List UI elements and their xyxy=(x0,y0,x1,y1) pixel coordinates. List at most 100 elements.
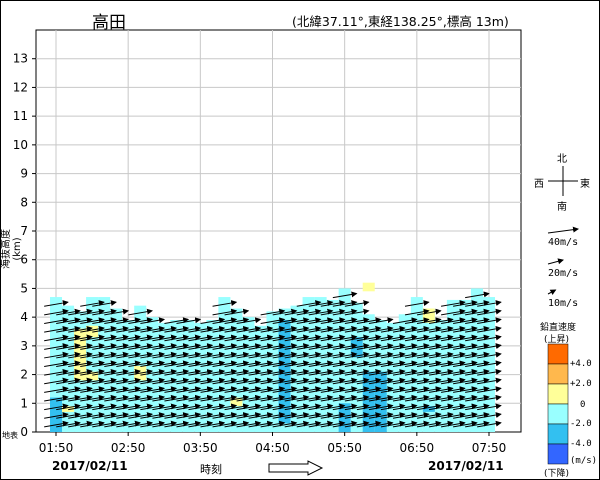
wind-arrow xyxy=(212,394,238,402)
wind-arrow xyxy=(332,308,358,316)
wind-arrow xyxy=(92,300,117,307)
wind-arrow xyxy=(344,368,370,376)
wind-arrow xyxy=(332,360,358,368)
wind-arrow xyxy=(212,351,238,359)
wind-arrow xyxy=(176,386,202,393)
wind-arrow xyxy=(428,412,454,419)
wind-arrow xyxy=(260,325,286,333)
wind-arrow xyxy=(356,386,382,393)
wind-arrow xyxy=(56,403,81,411)
wind-arrow xyxy=(392,420,418,428)
wind-arrow xyxy=(128,360,154,368)
wind-arrow xyxy=(296,368,322,376)
wind-arrow xyxy=(272,412,298,419)
wind-arrow xyxy=(212,386,238,393)
wind-arrow xyxy=(344,343,370,350)
wind-arrow xyxy=(236,386,262,393)
wind-arrow xyxy=(200,386,226,393)
wind-arrow xyxy=(477,300,502,307)
wind-arrow xyxy=(416,412,442,419)
y-tick-label: 11 xyxy=(13,109,28,123)
wind-arrow xyxy=(416,325,442,333)
wind-arrow xyxy=(344,308,370,316)
wind-arrow xyxy=(260,394,286,402)
wind-arrow xyxy=(164,386,190,393)
wind-arrow xyxy=(176,360,202,368)
vertical-velocity-cell xyxy=(110,308,123,432)
wind-arrow xyxy=(188,351,214,359)
wind-arrow xyxy=(92,403,117,411)
wind-arrow xyxy=(344,420,370,428)
wind-arrow xyxy=(68,403,93,411)
wind-arrow xyxy=(44,351,69,359)
wind-arrow xyxy=(152,403,178,411)
wind-arrow xyxy=(80,394,105,402)
wind-arrow xyxy=(344,394,370,402)
wind-arrow xyxy=(164,420,190,428)
wind-arrow xyxy=(92,360,117,368)
wind-arrow xyxy=(200,368,226,376)
wind-arrow xyxy=(332,394,358,402)
x-tick-label: 07:50 xyxy=(472,441,507,455)
wind-arrow xyxy=(176,420,202,428)
wind-arrow xyxy=(477,351,502,359)
wind-arrow xyxy=(284,386,310,393)
wind-arrow xyxy=(368,412,394,419)
wind-arrow xyxy=(356,343,382,350)
wind-arrow xyxy=(164,394,190,402)
wind-arrow xyxy=(236,317,262,324)
wind-arrow xyxy=(296,325,322,333)
compass-south: 南 xyxy=(557,202,567,213)
wind-arrow xyxy=(224,412,250,419)
wind-arrow xyxy=(188,386,214,393)
wind-arrow xyxy=(236,360,262,368)
wind-arrow xyxy=(176,351,202,359)
wind-arrow xyxy=(284,351,310,359)
y-tick-label: 12 xyxy=(13,80,28,94)
wind-arrow xyxy=(284,308,310,316)
wind-arrow xyxy=(308,420,334,428)
wind-arrow xyxy=(164,343,190,350)
wind-arrow xyxy=(356,325,382,333)
wind-arrow xyxy=(80,300,105,307)
wind-arrow xyxy=(332,334,358,342)
wind-arrow xyxy=(116,394,141,402)
wind-arrow xyxy=(356,351,382,359)
wind-arrow xyxy=(428,360,454,368)
wind-arrow xyxy=(477,368,502,376)
wind-arrow xyxy=(224,308,250,316)
wind-arrow xyxy=(200,351,226,359)
wind-arrow xyxy=(404,343,430,350)
wind-arrow xyxy=(80,420,105,428)
wind-arrow xyxy=(308,377,334,385)
wind-arrow xyxy=(152,394,178,402)
wind-arrow xyxy=(236,420,262,428)
wind-arrow xyxy=(308,343,334,350)
wind-arrow xyxy=(284,325,310,333)
wind-arrow xyxy=(308,300,334,307)
wind-arrow xyxy=(68,317,93,324)
wind-arrow xyxy=(380,420,406,428)
date-right: 2017/02/11 xyxy=(428,459,504,473)
wind-arrow xyxy=(272,317,298,324)
wind-arrow xyxy=(92,317,117,324)
wind-arrow xyxy=(428,343,454,350)
wind-arrow xyxy=(92,394,117,402)
wind-arrow xyxy=(380,394,406,402)
legend-down: (下降) xyxy=(544,469,570,479)
legend-tick-zero: 0 xyxy=(580,400,586,410)
y-axis-label: 海抜高度 (km) xyxy=(1,229,23,269)
wind-arrow xyxy=(428,334,454,342)
wind-arrow xyxy=(441,412,466,419)
y-tick-label: 0 xyxy=(20,425,28,439)
wind-arrow xyxy=(453,368,478,376)
wind-arrow xyxy=(104,317,129,324)
wind-arrow xyxy=(320,334,346,342)
wind-arrow xyxy=(416,351,442,359)
y-tick-label: 6 xyxy=(20,253,28,267)
wind-arrow xyxy=(176,377,202,385)
wind-arrow xyxy=(224,377,250,385)
wind-arrow xyxy=(465,412,490,419)
